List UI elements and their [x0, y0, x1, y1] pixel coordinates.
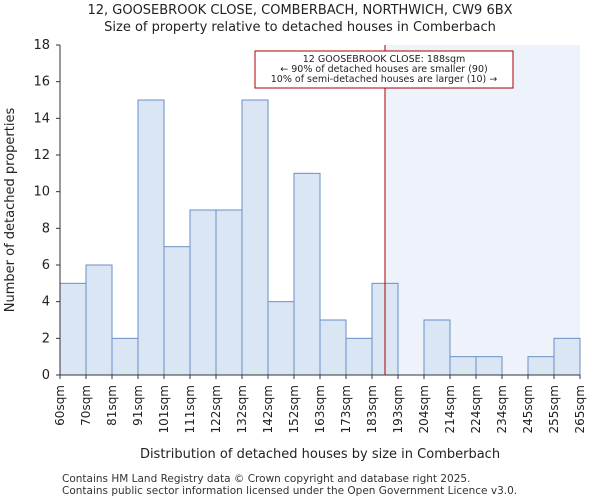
- y-axis-label: Number of detached properties: [3, 108, 18, 313]
- x-tick-label: 101sqm: [157, 385, 171, 433]
- x-tick-label: 163sqm: [313, 385, 327, 433]
- bar: [319, 319, 347, 376]
- bar: [189, 209, 217, 376]
- y-tick-label: 10: [33, 185, 50, 200]
- x-tick-label: 234sqm: [495, 385, 509, 433]
- bar: [163, 246, 191, 376]
- bar: [527, 356, 555, 376]
- footer-licence: Contains public sector information licen…: [62, 485, 518, 497]
- x-tick-label: 111sqm: [183, 385, 197, 433]
- bar: [137, 99, 165, 376]
- x-tick-label: 60sqm: [53, 385, 67, 426]
- histogram-chart: 0 2 4 6 8 10 12 14 16 18 60sqm 70sqm 81sqm 91sqm 101sq…: [3, 38, 587, 462]
- bar: [241, 99, 269, 376]
- y-tick-label: 4: [42, 295, 50, 310]
- x-tick-label: 142sqm: [261, 385, 275, 433]
- chart-title-line2: Size of property relative to detached ho…: [104, 20, 496, 35]
- x-tick-label: 173sqm: [339, 385, 353, 433]
- bar: [449, 356, 477, 376]
- y-tick-label: 0: [42, 368, 50, 383]
- x-tick-label: 214sqm: [443, 385, 457, 433]
- x-tick-label: 122sqm: [209, 385, 223, 433]
- footer-copyright: Contains HM Land Registry data © Crown c…: [62, 473, 471, 485]
- bar: [85, 264, 113, 376]
- annotation-line2: ← 90% of detached houses are smaller (90…: [280, 64, 487, 75]
- annotation-line3: 10% of semi-detached houses are larger (…: [271, 74, 498, 85]
- x-tick-label: 183sqm: [365, 385, 379, 433]
- y-tick-label: 2: [42, 331, 50, 346]
- bar: [553, 337, 581, 376]
- bar: [111, 337, 139, 376]
- x-tick-label: 204sqm: [417, 385, 431, 433]
- bar: [345, 337, 373, 376]
- annotation-line1: 12 GOOSEBROOK CLOSE: 188sqm: [303, 54, 465, 65]
- x-tick-label: 152sqm: [287, 385, 301, 433]
- bar: [475, 356, 503, 376]
- y-tick-label: 16: [33, 75, 50, 90]
- x-tick-label: 255sqm: [547, 385, 561, 433]
- y-tick-label: 6: [42, 258, 50, 273]
- x-tick-label: 245sqm: [521, 385, 535, 433]
- x-tick-label: 132sqm: [235, 385, 249, 433]
- bar: [293, 172, 321, 376]
- x-tick-label: 81sqm: [105, 385, 119, 426]
- x-tick-label: 193sqm: [391, 385, 405, 433]
- x-tick-label: 265sqm: [573, 385, 587, 433]
- x-tick-label: 91sqm: [131, 385, 145, 426]
- bar: [267, 301, 295, 376]
- bar: [215, 209, 243, 376]
- annotation-box: [254, 50, 514, 89]
- x-tick-label: 224sqm: [469, 385, 483, 433]
- bar: [59, 282, 87, 376]
- chart-title-line1: 12, GOOSEBROOK CLOSE, COMBERBACH, NORTHW…: [87, 3, 513, 18]
- bar: [423, 319, 451, 376]
- highlight-region: [385, 45, 580, 375]
- x-axis-label: Distribution of detached houses by size …: [140, 447, 500, 462]
- y-tick-label: 8: [42, 221, 50, 236]
- y-tick-label: 14: [33, 111, 50, 126]
- y-tick-label: 12: [33, 148, 50, 163]
- y-tick-label: 18: [33, 38, 50, 53]
- x-tick-label: 70sqm: [79, 385, 93, 426]
